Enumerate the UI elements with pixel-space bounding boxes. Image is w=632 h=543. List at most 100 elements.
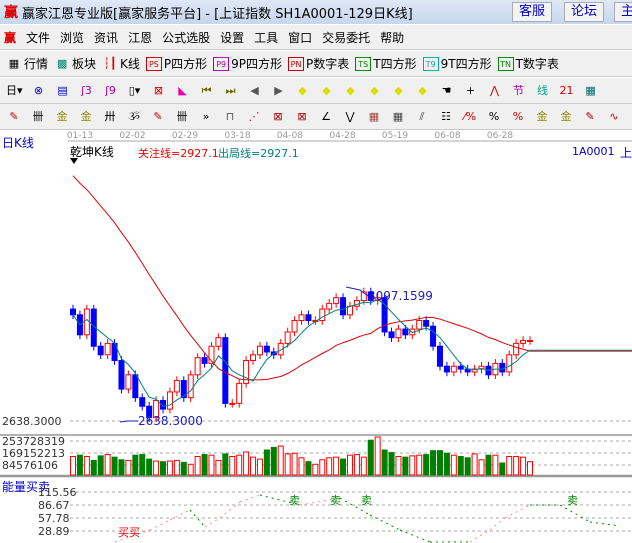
low-pointer (119, 420, 138, 423)
marker-button[interactable]: ✎ (150, 109, 168, 125)
menu-trade[interactable]: 交易委托 (322, 30, 371, 45)
zoom-h-button[interactable]: ◆ (343, 83, 361, 99)
last-button[interactable]: ⏭ (223, 83, 241, 99)
zoom-v-button[interactable]: ◆ (391, 83, 409, 99)
hand-button[interactable]: ☚ (439, 83, 457, 99)
next-button[interactable]: ▶ (271, 83, 289, 99)
tn-button[interactable]: TN T数字表 (497, 55, 559, 72)
first-button[interactable]: ⏮ (199, 83, 217, 99)
calculator-button[interactable]: ▦ (583, 83, 601, 99)
pen-button[interactable]: ✎ (6, 109, 24, 125)
date-tick: 04-08 (277, 131, 303, 141)
more-button[interactable]: » (198, 109, 216, 125)
volume-bar-down (139, 454, 146, 476)
calc-button[interactable]: ⊠ (151, 83, 169, 99)
volume-bar-down (180, 461, 187, 476)
menu-window[interactable]: 窗口 (288, 30, 313, 45)
move-right-button[interactable]: ◆ (319, 83, 337, 99)
pen2-button[interactable]: ✎ (582, 109, 600, 125)
section-button[interactable]: 节 (511, 83, 529, 99)
blocks-button[interactable]: ▩ 板块 (54, 55, 96, 72)
candle-up (284, 331, 291, 344)
crosshair-button[interactable]: + (463, 83, 481, 99)
line-draw-button[interactable]: ⋀ (487, 83, 505, 99)
angle-button[interactable]: ∠ (318, 109, 336, 125)
candle-up (208, 345, 215, 364)
gold-line-button[interactable]: 金 (54, 109, 72, 125)
gold-circle-button[interactable]: 金 (534, 109, 552, 125)
sine-icon: ∿ (609, 109, 619, 123)
percent-button[interactable]: % (486, 109, 504, 125)
ps-button[interactable]: PS P四方形 (145, 55, 207, 72)
gann-grid-button[interactable]: ⊠ (294, 109, 312, 125)
square-grid2-button[interactable]: ▦ (390, 109, 408, 125)
forum-button[interactable]: 论坛 (564, 2, 605, 22)
candle-up (250, 354, 257, 362)
mini-kline-9-button[interactable]: ʃ9 (103, 83, 121, 99)
fork-button[interactable]: 卅 (102, 109, 120, 125)
fan-icon: ⋰ (248, 109, 260, 123)
period-day-button[interactable]: 日▾ (6, 83, 25, 99)
calendar-button[interactable]: 21 (559, 83, 577, 99)
percent-line-button[interactable]: ⁄% (462, 109, 480, 125)
notes-button[interactable]: ▤ (55, 83, 73, 99)
parallel-button[interactable]: ⫽ (414, 109, 432, 125)
candle-up (346, 305, 353, 316)
shrink-h-button[interactable]: ◆ (367, 83, 385, 99)
candle-up (478, 365, 485, 370)
mini-kline-3-button[interactable]: ʃ3 (79, 83, 97, 99)
home-button[interactable]: 主 (614, 2, 632, 22)
text-button[interactable]: 线 (535, 83, 553, 99)
candle-type-button[interactable]: ▯▾ (127, 83, 145, 99)
spiral-button[interactable]: ૐ (126, 109, 144, 125)
gold-bar-button[interactable]: 金 (558, 109, 576, 125)
volume-bar-down (499, 462, 506, 476)
menu-formula[interactable]: 公式选股 (162, 30, 211, 45)
p9-button[interactable]: P9 9P四方形 (213, 55, 282, 72)
volume-bar-up (506, 456, 513, 476)
candle-down (340, 297, 347, 316)
wave-button[interactable]: ⋁ (342, 109, 360, 125)
volume-bar-down (263, 449, 270, 476)
menu-settings[interactable]: 设置 (220, 30, 245, 45)
menu-help[interactable]: 帮助 (380, 30, 405, 45)
focus-line-value: 关注线=2927.1 (138, 147, 219, 160)
line-draw-icon: ⋀ (490, 83, 500, 97)
window-title: 赢家江恩专业版[赢家服务平台] - [上证指数 SH1A0001-129日K线] (22, 6, 413, 22)
shrink-v-button[interactable]: ◆ (415, 83, 433, 99)
menu-info[interactable]: 资讯 (94, 30, 119, 45)
move-left-button[interactable]: ◆ (295, 83, 313, 99)
period-day-icon: 日▾ (6, 83, 23, 97)
gold-line2-button[interactable]: 金 (78, 109, 96, 125)
overlay-button[interactable]: ⊗ (31, 83, 49, 99)
blocks-icon: ▩ (56, 56, 68, 70)
sine-button[interactable]: ∿ (606, 109, 624, 125)
prev-button[interactable]: ◀ (247, 83, 265, 99)
indicator-segment (399, 529, 431, 543)
kline-button[interactable]: ┆┃ K线 (102, 55, 140, 72)
menu-tools[interactable]: 工具 (254, 30, 279, 45)
app-logo: 赢 (4, 5, 18, 21)
table-button[interactable]: ▦ 行情 (6, 55, 48, 72)
menu-file[interactable]: 文件 (26, 30, 51, 45)
square-grid-button[interactable]: ▦ (366, 109, 384, 125)
toolbar-label: T四方形 (373, 57, 417, 71)
service-button[interactable]: 客服 (512, 2, 553, 22)
menu-browse[interactable]: 浏览 (60, 30, 85, 45)
menu-gann[interactable]: 江恩 (128, 30, 153, 45)
box-button[interactable]: ⊓ (222, 109, 240, 125)
grid-lines2-button[interactable]: 卌 (174, 109, 192, 125)
gann-box-button[interactable]: ⊠ (270, 109, 288, 125)
fan-button[interactable]: ⋰ (246, 109, 264, 125)
volume-bar-up (326, 457, 333, 476)
grid-lines-button[interactable]: 卌 (30, 109, 48, 125)
volume-bar-down (443, 452, 450, 476)
ruler-button[interactable]: ☷ (438, 109, 456, 125)
buy-signal: 买买 (118, 526, 140, 539)
pn-button[interactable]: PN P数字表 (288, 55, 349, 72)
t9-button[interactable]: T9 9T四方形 (422, 55, 492, 72)
volume-profile-button[interactable]: ◣ (175, 83, 193, 99)
percent-bar-button[interactable]: % (510, 109, 528, 125)
kline-chart[interactable]: 01-13 02-02 02-29 03-18 04-08 04-28 05-19 06-08… (0, 130, 632, 543)
ts-button[interactable]: TS T四方形 (355, 55, 417, 72)
